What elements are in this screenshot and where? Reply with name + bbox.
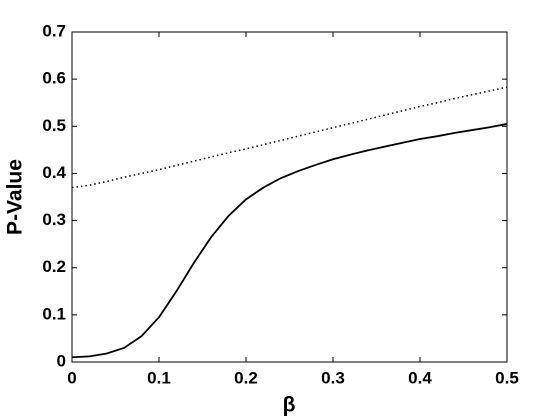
y-tick-label: 0 bbox=[57, 351, 66, 370]
y-axis-label: P-Value bbox=[4, 159, 27, 235]
y-tick-label: 0.7 bbox=[42, 21, 66, 40]
y-tick-label: 0.2 bbox=[42, 257, 66, 276]
y-tick-label: 0.5 bbox=[42, 116, 66, 135]
plot-area bbox=[71, 31, 508, 363]
y-tick-label: 0.1 bbox=[42, 304, 66, 323]
y-tick-label: 0.4 bbox=[42, 163, 66, 182]
x-tick-label: 0 bbox=[67, 368, 76, 387]
x-tick-label: 0.2 bbox=[234, 368, 258, 387]
x-tick-label: 0.3 bbox=[321, 368, 345, 387]
x-tick-label: 0.5 bbox=[495, 368, 519, 387]
line-series bbox=[71, 123, 508, 359]
x-axis-label: β bbox=[283, 394, 296, 417]
x-tick-label: 0.1 bbox=[147, 368, 171, 387]
y-tick-label: 0.6 bbox=[42, 69, 66, 88]
y-tick-label: 0.3 bbox=[42, 210, 66, 229]
x-tick-label: 0.4 bbox=[408, 368, 432, 387]
